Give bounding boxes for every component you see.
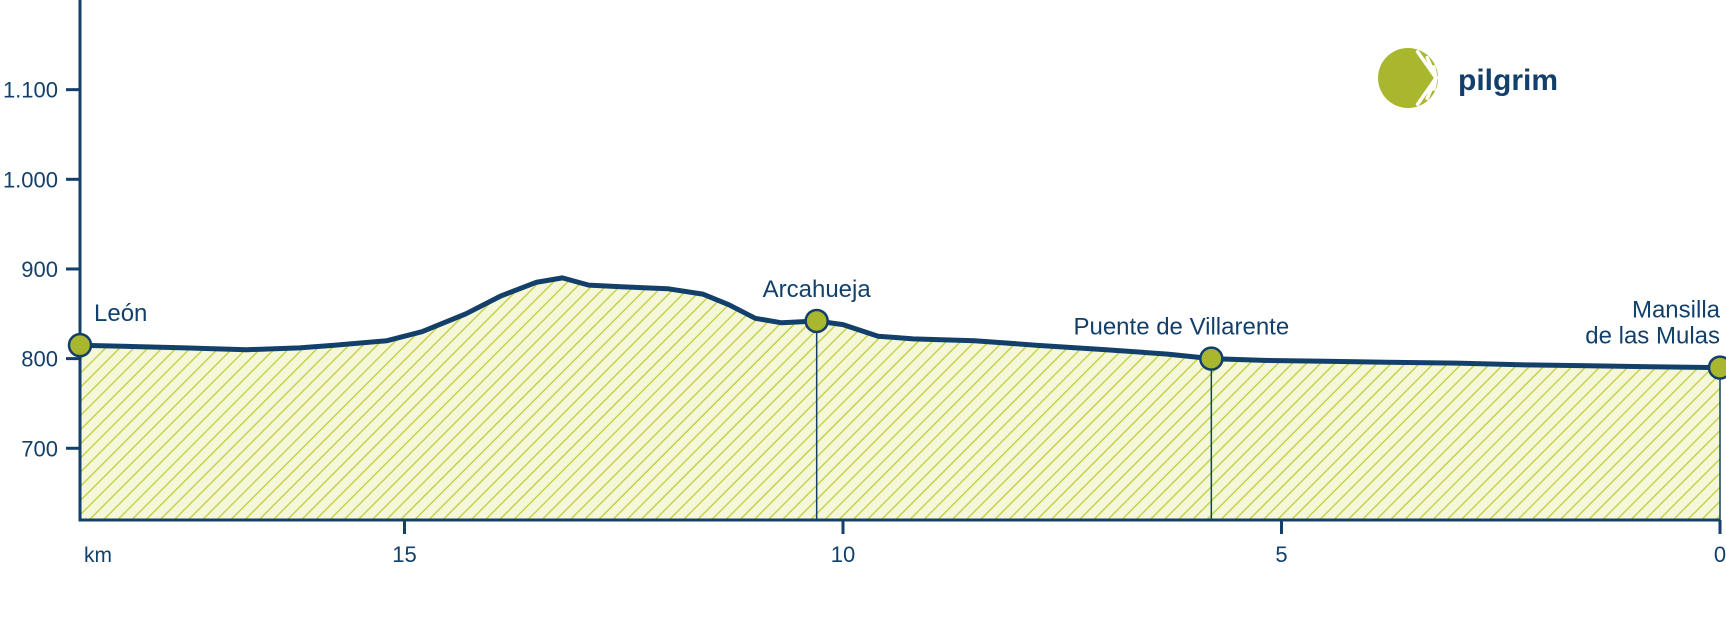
- elevation-chart: 700 800 900 1.000 1.100 15 10 5 0 km León Arcahueja…: [0, 0, 1726, 625]
- place-marker: [69, 334, 91, 356]
- x-tick-label: 0: [1714, 542, 1726, 567]
- brand-label: pilgrim: [1458, 64, 1558, 97]
- y-tick-label: 1.000: [3, 167, 58, 192]
- y-tick-label: 900: [21, 257, 58, 282]
- place-marker: [1200, 348, 1222, 370]
- place-label: Arcahueja: [763, 276, 872, 303]
- x-tick-label: 5: [1275, 542, 1287, 567]
- y-tick-label: 800: [21, 347, 58, 372]
- brand-logo: pilgrim: [1378, 48, 1558, 108]
- x-tick-label: 10: [831, 542, 855, 567]
- x-unit-label: km: [84, 544, 112, 567]
- x-tick-label: 15: [392, 542, 416, 567]
- y-tick-label: 1.100: [3, 78, 58, 103]
- elevation-area: [80, 278, 1720, 520]
- place-marker: [1709, 357, 1726, 379]
- place-label: León: [94, 300, 147, 327]
- y-tick-label: 700: [21, 436, 58, 461]
- place-label: Puente de Villarente: [1073, 314, 1289, 341]
- place-marker: [806, 310, 828, 332]
- chart-svg: 700 800 900 1.000 1.100 15 10 5 0 km León Arcahueja…: [0, 0, 1726, 625]
- place-label: Mansillade las Mulas: [1585, 297, 1720, 350]
